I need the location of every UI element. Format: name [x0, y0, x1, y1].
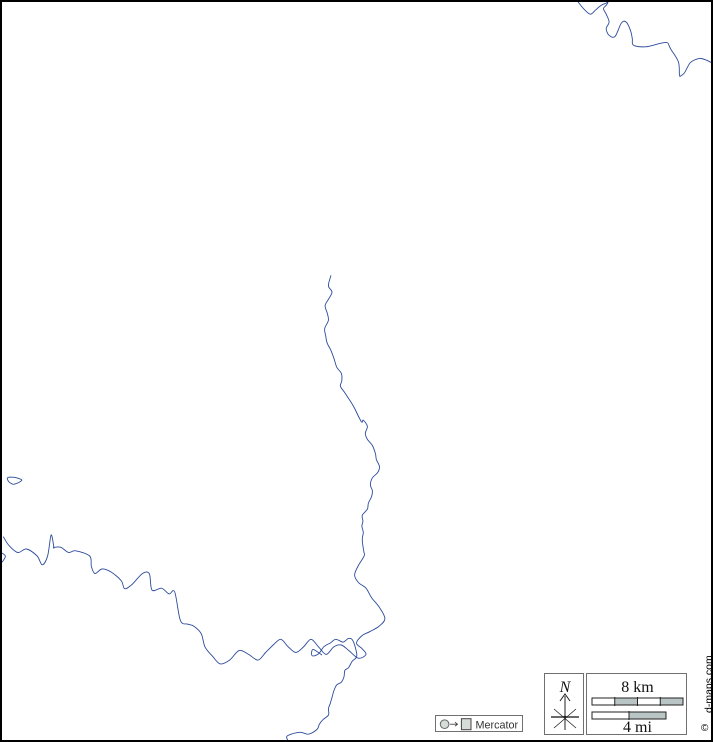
svg-text:Mercator: Mercator — [476, 720, 519, 732]
svg-text:4 mi: 4 mi — [623, 719, 652, 736]
svg-text:8 km: 8 km — [621, 679, 654, 696]
